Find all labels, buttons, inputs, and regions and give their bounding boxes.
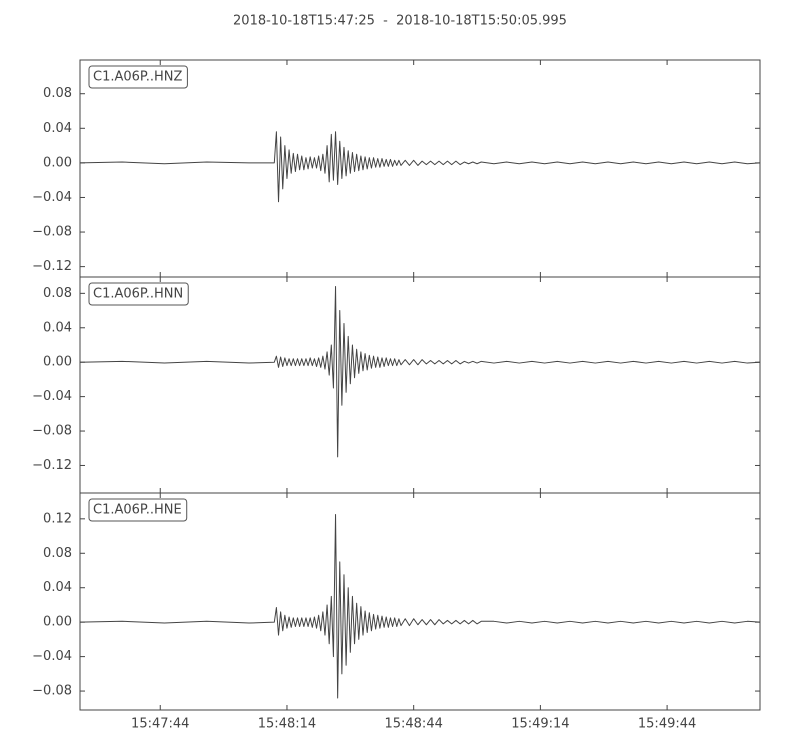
y-tick-label: −0.12 <box>32 458 72 473</box>
y-tick-label: 0.04 <box>43 320 72 335</box>
chart-title: 2018-10-18T15:47:25 - 2018-10-18T15:50:0… <box>233 14 567 29</box>
y-tick-label: 0.08 <box>43 546 72 561</box>
waveform <box>80 514 760 699</box>
x-tick-label: 15:48:14 <box>258 717 316 732</box>
legend-label: C1.A06P..HNZ <box>93 70 182 85</box>
legend-label: C1.A06P..HNE <box>93 503 182 518</box>
plot-frame <box>79 276 761 494</box>
y-tick-label: −0.04 <box>32 649 72 664</box>
legend-box <box>88 498 188 522</box>
y-tick-label: −0.08 <box>32 225 72 240</box>
waveform <box>80 285 760 458</box>
x-tick-label: 15:47:44 <box>131 717 189 732</box>
legend-label: C1.A06P..HNN <box>93 287 183 302</box>
y-tick-label: 0.12 <box>43 511 72 526</box>
y-tick-label: 0.00 <box>43 155 72 170</box>
plot-frame <box>79 59 761 278</box>
y-tick-label: −0.12 <box>32 259 72 274</box>
legend-box <box>88 65 188 89</box>
y-tick-label: 0.08 <box>43 286 72 301</box>
y-tick-label: −0.04 <box>32 389 72 404</box>
legend-box <box>88 282 189 306</box>
y-tick-label: −0.04 <box>32 190 72 205</box>
y-tick-label: −0.08 <box>32 424 72 439</box>
plot-frame <box>79 492 761 711</box>
y-tick-label: 0.04 <box>43 580 72 595</box>
y-tick-label: 0.00 <box>43 615 72 630</box>
y-tick-label: 0.00 <box>43 355 72 370</box>
x-tick-label: 15:49:14 <box>511 717 569 732</box>
y-tick-label: 0.08 <box>43 86 72 101</box>
x-tick-label: 15:48:44 <box>384 717 442 732</box>
waveform <box>80 131 760 203</box>
y-tick-label: 0.04 <box>43 121 72 136</box>
x-tick-label: 15:49:44 <box>638 717 696 732</box>
y-tick-label: −0.08 <box>32 684 72 699</box>
